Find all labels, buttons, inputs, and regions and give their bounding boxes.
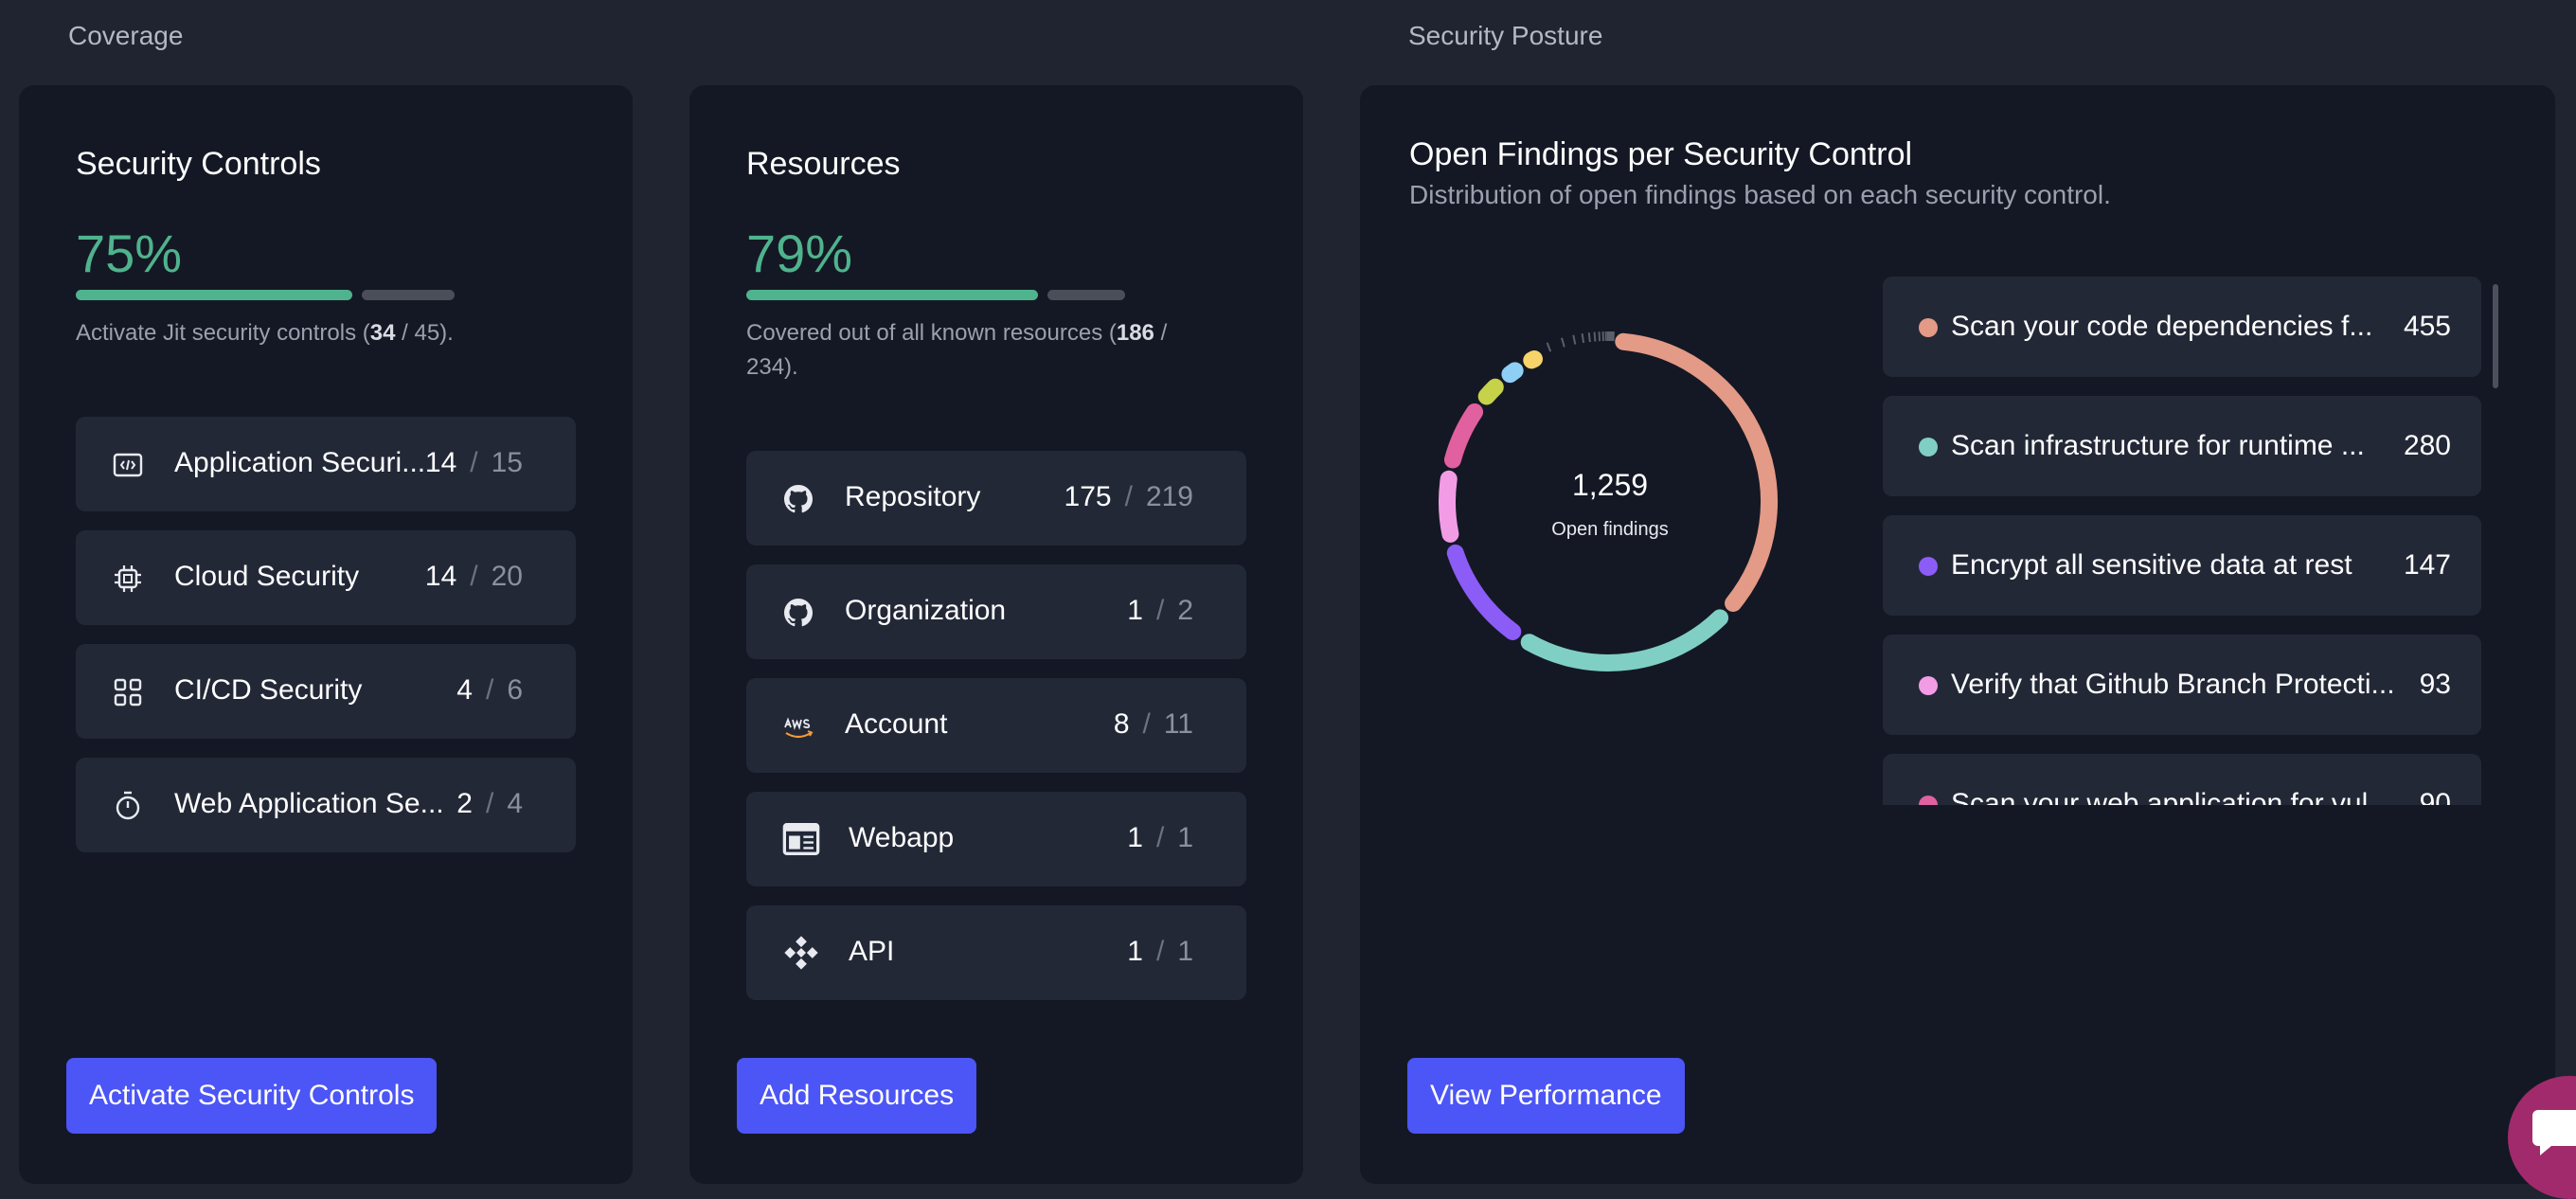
legend-value: 455 bbox=[2404, 311, 2451, 343]
donut-segment[interactable] bbox=[1583, 333, 1584, 343]
legend-value: 93 bbox=[2420, 669, 2451, 701]
progress-remaining bbox=[1047, 290, 1125, 300]
donut-segment[interactable] bbox=[1595, 332, 1596, 342]
api-icon bbox=[782, 934, 820, 972]
resources-percent: 79% bbox=[746, 223, 852, 284]
legend-dot bbox=[1919, 676, 1938, 695]
donut-segment[interactable] bbox=[1453, 412, 1475, 460]
resource-label: API bbox=[849, 936, 894, 968]
resource-count: 8/11 bbox=[1114, 708, 1193, 741]
resources-subtext: Covered out of all known resources (186 … bbox=[746, 316, 1167, 385]
legend-value: 280 bbox=[2404, 430, 2451, 462]
security-posture-section-label: Security Posture bbox=[1408, 21, 1602, 51]
legend-item[interactable]: Scan infrastructure for runtime ... 280 bbox=[1883, 396, 2481, 496]
github-icon bbox=[782, 483, 814, 515]
control-count: 4/6 bbox=[456, 674, 523, 707]
activate-security-controls-button[interactable]: Activate Security Controls bbox=[66, 1058, 437, 1134]
add-resources-button[interactable]: Add Resources bbox=[737, 1058, 976, 1134]
control-row-application-security[interactable]: Application Securi... 14/15 bbox=[76, 417, 576, 511]
progress-remaining bbox=[362, 290, 455, 300]
security-controls-title: Security Controls bbox=[76, 146, 321, 183]
donut-segment[interactable] bbox=[1447, 479, 1450, 534]
security-controls-subtext: Activate Jit security controls (34 / 45)… bbox=[76, 316, 454, 350]
control-count: 14/20 bbox=[425, 561, 523, 593]
donut-total-label: Open findings bbox=[1551, 519, 1668, 540]
chat-bubble-icon bbox=[2532, 1102, 2576, 1159]
progress-filled bbox=[76, 290, 352, 300]
legend-dot bbox=[1919, 557, 1938, 576]
grid-icon bbox=[112, 676, 144, 708]
resource-count: 1/1 bbox=[1127, 822, 1193, 854]
control-row-cloud-security[interactable]: Cloud Security 14/20 bbox=[76, 530, 576, 625]
view-performance-button[interactable]: View Performance bbox=[1407, 1058, 1685, 1134]
resource-row-webapp[interactable]: Webapp 1/1 bbox=[746, 792, 1246, 886]
donut-segment[interactable] bbox=[1530, 617, 1720, 663]
donut-total: 1,259 bbox=[1572, 468, 1648, 502]
legend-dot bbox=[1919, 318, 1938, 337]
resources-title: Resources bbox=[746, 146, 901, 183]
legend-label: Verify that Github Branch Protecti... bbox=[1951, 669, 2395, 701]
resource-label: Repository bbox=[845, 481, 980, 513]
legend-dot bbox=[1919, 796, 1938, 805]
resource-row-account[interactable]: Account 8/11 bbox=[746, 678, 1246, 773]
donut-segment[interactable] bbox=[1589, 332, 1590, 342]
donut-segment[interactable] bbox=[1456, 553, 1512, 632]
legend-item[interactable]: Encrypt all sensitive data at rest 147 bbox=[1883, 515, 2481, 616]
resource-row-repository[interactable]: Repository 175/219 bbox=[746, 451, 1246, 546]
chart-subtitle: Distribution of open findings based on e… bbox=[1409, 180, 2111, 210]
donut-segment[interactable] bbox=[1547, 343, 1551, 351]
stopwatch-icon bbox=[112, 790, 144, 822]
donut-segment[interactable] bbox=[1531, 359, 1534, 360]
resource-count: 1/1 bbox=[1127, 936, 1193, 968]
donut-segment[interactable] bbox=[1600, 331, 1601, 341]
control-label: Cloud Security bbox=[174, 561, 359, 593]
progress-filled bbox=[746, 290, 1038, 300]
donut-segment[interactable] bbox=[1487, 387, 1495, 397]
resources-card: Resources 79% Covered out of all known r… bbox=[689, 85, 1303, 1184]
control-label: CI/CD Security bbox=[174, 674, 362, 707]
chart-title: Open Findings per Security Control bbox=[1409, 136, 1912, 173]
control-label: Application Securi... bbox=[174, 447, 425, 479]
resource-row-organization[interactable]: Organization 1/2 bbox=[746, 564, 1246, 659]
legend-item[interactable]: Verify that Github Branch Protecti... 93 bbox=[1883, 635, 2481, 735]
github-icon bbox=[782, 597, 814, 629]
control-row-web-application-security[interactable]: Web Application Se... 2/4 bbox=[76, 758, 576, 852]
security-posture-card: Open Findings per Security Control Distr… bbox=[1360, 85, 2555, 1184]
legend-dot bbox=[1919, 438, 1938, 456]
resource-label: Account bbox=[845, 708, 947, 741]
resource-count: 1/2 bbox=[1127, 595, 1193, 627]
legend-item[interactable]: Scan your web application for vul... 90 bbox=[1883, 754, 2481, 805]
resource-count: 175/219 bbox=[1064, 481, 1193, 513]
legend-label: Scan your code dependencies f... bbox=[1951, 311, 2372, 343]
findings-donut-chart: 1,259 Open findings bbox=[1409, 303, 1807, 701]
resource-row-api[interactable]: API 1/1 bbox=[746, 905, 1246, 1000]
control-label: Web Application Se... bbox=[174, 788, 444, 820]
coverage-section-label: Coverage bbox=[68, 21, 183, 51]
donut-segment[interactable] bbox=[1562, 338, 1565, 348]
findings-legend-list[interactable]: Scan your code dependencies f... 455 Scan… bbox=[1883, 275, 2489, 805]
resource-label: Webapp bbox=[849, 822, 954, 854]
legend-label: Encrypt all sensitive data at rest bbox=[1951, 549, 2352, 582]
security-controls-card: Security Controls 75% Activate Jit secur… bbox=[19, 85, 633, 1184]
aws-icon bbox=[782, 710, 814, 743]
chip-icon bbox=[112, 563, 144, 595]
legend-item[interactable]: Scan your code dependencies f... 455 bbox=[1883, 277, 2481, 377]
code-window-icon bbox=[112, 449, 144, 481]
donut-segment[interactable] bbox=[1510, 370, 1514, 374]
browser-window-icon bbox=[782, 820, 820, 858]
control-count: 14/15 bbox=[425, 447, 523, 479]
security-controls-percent: 75% bbox=[76, 223, 182, 284]
control-row-cicd-security[interactable]: CI/CD Security 4/6 bbox=[76, 644, 576, 739]
resource-label: Organization bbox=[845, 595, 1006, 627]
legend-label: Scan infrastructure for runtime ... bbox=[1951, 430, 2365, 462]
legend-label: Scan your web application for vul... bbox=[1951, 788, 2391, 805]
legend-value: 147 bbox=[2404, 549, 2451, 582]
donut-segment[interactable] bbox=[1573, 335, 1575, 345]
control-count: 2/4 bbox=[456, 788, 523, 820]
legend-value: 90 bbox=[2420, 788, 2451, 805]
legend-scrollbar[interactable] bbox=[2493, 284, 2498, 388]
